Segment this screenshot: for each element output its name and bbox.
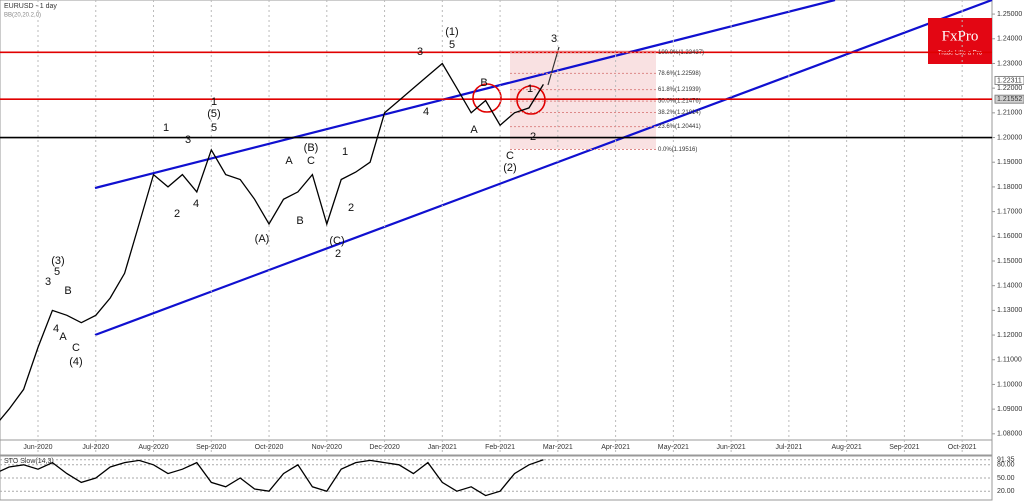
price-marker-label: 1.21552 [997, 96, 1022, 103]
wave-label: (3) [51, 255, 64, 267]
wave-label: 2 [348, 202, 354, 214]
wave-label: 3 [45, 276, 51, 288]
wave-label: 5 [211, 122, 217, 134]
y-tick-label: 1.24000 [997, 36, 1022, 43]
x-tick-label: Jun-2021 [717, 444, 746, 451]
y-tick-label: 1.13000 [997, 307, 1022, 314]
x-tick-label: Jan-2021 [428, 444, 457, 451]
price-marker-label: 1.22311 [997, 77, 1022, 84]
projection-arrow [547, 46, 560, 86]
x-tick-label: Dec-2020 [369, 444, 399, 451]
wave-label: 1 [211, 96, 217, 108]
x-tick-label: Mar-2021 [543, 444, 573, 451]
wave-label: 4 [193, 198, 199, 210]
wave-label: A [470, 124, 478, 136]
y-tick-label: 1.21000 [997, 110, 1022, 117]
wave-label: C [307, 155, 315, 167]
y-tick-label: 1.16000 [997, 233, 1022, 240]
wave-label: C [506, 150, 514, 162]
fib-label: 38.2%(1.21014) [658, 110, 701, 116]
y-tick-label: 1.22000 [997, 85, 1022, 92]
wave-label: (4) [69, 356, 82, 368]
wave-label: B [64, 285, 71, 297]
wave-label: 1 [527, 83, 533, 95]
x-tick-label: Aug-2020 [138, 444, 168, 451]
y-tick-label: 1.19000 [997, 159, 1022, 166]
wave-label: 4 [423, 106, 429, 118]
x-tick-label: Nov-2020 [312, 444, 342, 451]
chart-title: EURUSD - 1 day [4, 3, 57, 10]
osc-tick-label: 91.35 [997, 457, 1015, 464]
x-tick-label: Sep-2020 [196, 444, 226, 451]
wave-label: 2 [335, 248, 341, 260]
wave-label: 1 [163, 122, 169, 134]
price-line [0, 62, 544, 422]
fib-label: 78.6%(1.22598) [658, 71, 701, 77]
y-tick-label: 1.20000 [997, 134, 1022, 141]
wave-label: 5 [449, 39, 455, 51]
x-tick-label: Jun-2020 [23, 444, 52, 451]
x-tick-label: Feb-2021 [485, 444, 515, 451]
channel-upper [94, 0, 836, 190]
y-tick-label: 1.25000 [997, 11, 1022, 18]
osc-tick-label: 20.00 [997, 488, 1015, 495]
x-tick-label: Apr-2021 [601, 444, 630, 451]
osc-tick-label: 80.00 [997, 462, 1015, 469]
y-tick-label: 1.18000 [997, 184, 1022, 191]
wave-label: 3 [551, 33, 557, 45]
logo-box [928, 18, 992, 64]
wave-label: (1) [445, 26, 458, 38]
indicator-label: BB(20,20.2,0) [4, 13, 41, 19]
x-tick-label: Jul-2020 [82, 444, 109, 451]
wave-label: (B) [304, 142, 319, 154]
wave-label: (2) [503, 162, 516, 174]
channel-lower [94, 0, 993, 337]
tagline: Trade Like a Pro [938, 51, 983, 57]
y-tick-label: 1.23000 [997, 60, 1022, 67]
y-tick-label: 1.12000 [997, 332, 1022, 339]
wave-label: 3 [417, 46, 423, 58]
wave-label: C [72, 342, 80, 354]
wave-label: A [285, 155, 293, 167]
fib-label: 23.6%(1.20441) [658, 124, 701, 130]
y-tick-label: 1.08000 [997, 431, 1022, 438]
x-tick-label: Aug-2021 [831, 444, 861, 451]
wave-label: (C) [329, 235, 344, 247]
x-tick-label: May-2021 [658, 444, 689, 451]
y-tick-label: 1.14000 [997, 283, 1022, 290]
wave-label: 2 [174, 208, 180, 220]
x-tick-label: Oct-2020 [255, 444, 284, 451]
wave-label: B [296, 215, 303, 227]
highlight-circle [472, 83, 502, 113]
x-tick-label: Jul-2021 [775, 444, 802, 451]
main-panel [0, 0, 993, 456]
price-line [0, 459, 544, 497]
wave-label: (5) [207, 108, 220, 120]
wave-label: B [480, 77, 487, 89]
price-marker [994, 94, 1024, 104]
fib-label: 0.0%(1.19516) [658, 147, 697, 153]
x-tick-label: Sep-2021 [889, 444, 919, 451]
wave-label: 4 [53, 323, 59, 335]
y-tick-label: 1.17000 [997, 208, 1022, 215]
price-marker [994, 75, 1024, 85]
y-tick-label: 1.15000 [997, 258, 1022, 265]
fib-label: 100.0%(1.23437) [658, 50, 704, 56]
y-tick-label: 1.09000 [997, 406, 1022, 413]
logo: FxPro [942, 28, 979, 44]
fib-label: 61.8%(1.21939) [658, 87, 701, 93]
wave-label: 5 [54, 266, 60, 278]
osc-tick-label: 50.00 [997, 475, 1015, 482]
wave-label: 3 [185, 134, 191, 146]
wave-label: 1 [342, 146, 348, 158]
fib-label: 50.0%(1.21476) [658, 99, 701, 105]
wave-label: (A) [255, 233, 270, 245]
y-tick-label: 1.11000 [997, 357, 1022, 364]
wave-label: 2 [530, 131, 536, 143]
x-tick-label: Oct-2021 [948, 444, 977, 451]
wave-label: A [59, 331, 67, 343]
oscillator-title: STO Slow(14,3) [4, 458, 54, 465]
y-tick-label: 1.10000 [997, 381, 1022, 388]
